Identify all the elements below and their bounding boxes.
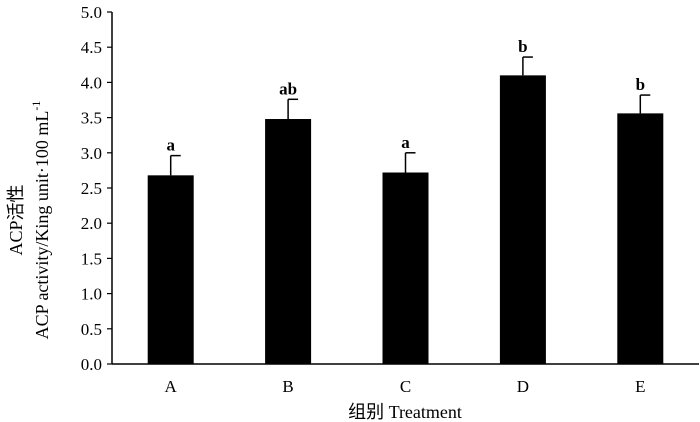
- y-tick-label: 3.0: [81, 144, 102, 163]
- bar-e: [617, 113, 664, 364]
- bar-c: [382, 172, 429, 364]
- bar-a: [147, 175, 194, 364]
- y-tick-label: 3.5: [81, 109, 102, 128]
- x-axis-ticks: A B C D E: [165, 377, 646, 396]
- significance-label-a: a: [166, 136, 175, 155]
- y-axis-ticks: 0.0 0.5 1.0 1.5 2.0 2.5 3.0 3.5 4.0 4.5 5.0: [81, 3, 112, 374]
- significance-label-c: a: [401, 133, 410, 152]
- x-axis-title: 组别 Treatment: [348, 402, 462, 422]
- y-axis-title-main: ACP activity/King unit·100 mL: [32, 111, 52, 340]
- y-tick-label: 4.0: [81, 73, 102, 92]
- y-axis-title-line2: ACP activity/King unit·100 mL-1: [29, 101, 52, 340]
- significance-label-d: b: [518, 37, 527, 56]
- x-tick-label-e: E: [635, 377, 645, 396]
- y-axis-title: ACP活性 ACP activity/King unit·100 mL-1: [6, 101, 52, 340]
- bar-b: [265, 119, 312, 365]
- y-tick-label: 0.0: [81, 355, 102, 374]
- y-tick-label: 2.5: [81, 179, 102, 198]
- y-tick-label: 1.5: [81, 249, 102, 268]
- significance-label-e: b: [636, 75, 645, 94]
- bar-d: [499, 75, 546, 365]
- y-tick-label: 4.5: [81, 38, 102, 57]
- x-tick-label-d: D: [517, 377, 529, 396]
- x-tick-label-b: B: [282, 377, 293, 396]
- x-tick-label-c: C: [400, 377, 411, 396]
- significance-label-b: ab: [279, 79, 297, 98]
- y-tick-label: 2.0: [81, 214, 102, 233]
- y-axis-title-line1: ACP活性: [6, 184, 26, 255]
- x-tick-label-a: A: [165, 377, 178, 396]
- y-tick-label: 1.0: [81, 285, 102, 304]
- y-tick-label: 0.5: [81, 320, 102, 339]
- y-axis-title-superscript: -1: [29, 101, 43, 111]
- y-tick-label: 5.0: [81, 3, 102, 22]
